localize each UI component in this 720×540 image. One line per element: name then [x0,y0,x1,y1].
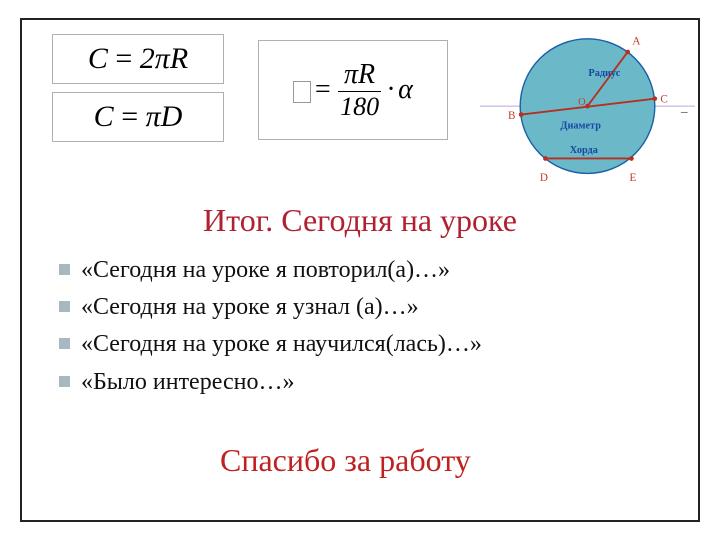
formula-placeholder [293,74,313,106]
bullet-text: «Сегодня на уроке я узнал (а)…» [81,294,419,320]
label-a: A [632,35,641,47]
equals-sign: = [313,74,332,106]
list-item: «Сегодня на уроке я научился(лась)…» [55,326,680,363]
label-e: E [630,172,637,184]
list-item: «Сегодня на уроке я узнал (а)…» [55,289,680,326]
bullet-text: «Было интересно…» [81,369,294,395]
point-o-dot [585,104,590,109]
axis-dash: – [680,103,688,118]
list-item: «Было интересно…» [55,364,680,401]
point-d-dot [543,156,548,161]
fraction-denominator: 180 [338,91,381,120]
fraction: πR 180 [338,61,381,120]
label-b: B [508,110,515,122]
slide-title: Итог. Сегодня на уроке [0,202,720,239]
point-b-dot [519,112,524,117]
formula-circumference-d: C = πD [52,92,224,142]
formula-circumference-r: C = 2πR [52,34,224,84]
dot-operator: · [387,74,394,106]
label-d: D [540,172,548,184]
alpha: α [398,74,413,106]
slide: C = 2πR C = πD = πR 180 · α A B C D E [0,0,720,540]
label-o: O [578,97,585,108]
label-diameter: Диаметр [560,121,601,132]
point-c-dot [652,96,657,101]
bullet-text: «Сегодня на уроке я научился(лась)…» [81,331,482,357]
circle-diagram: A B C D E O Радиус Диаметр Хорда – [480,18,695,198]
formula-arc-length: = πR 180 · α [258,40,448,140]
point-e-dot [629,156,634,161]
thanks-text: Спасибо за работу [220,442,471,479]
label-radius: Радиус [588,68,620,79]
label-chord: Хорда [570,145,598,156]
list-item: «Сегодня на уроке я повторил(а)…» [55,252,680,289]
label-c: C [660,93,667,105]
bullet-text: «Сегодня на уроке я повторил(а)…» [81,257,450,283]
fraction-numerator: πR [338,61,381,91]
bullet-list: «Сегодня на уроке я повторил(а)…» «Сегод… [55,252,680,401]
point-a-dot [625,50,630,55]
